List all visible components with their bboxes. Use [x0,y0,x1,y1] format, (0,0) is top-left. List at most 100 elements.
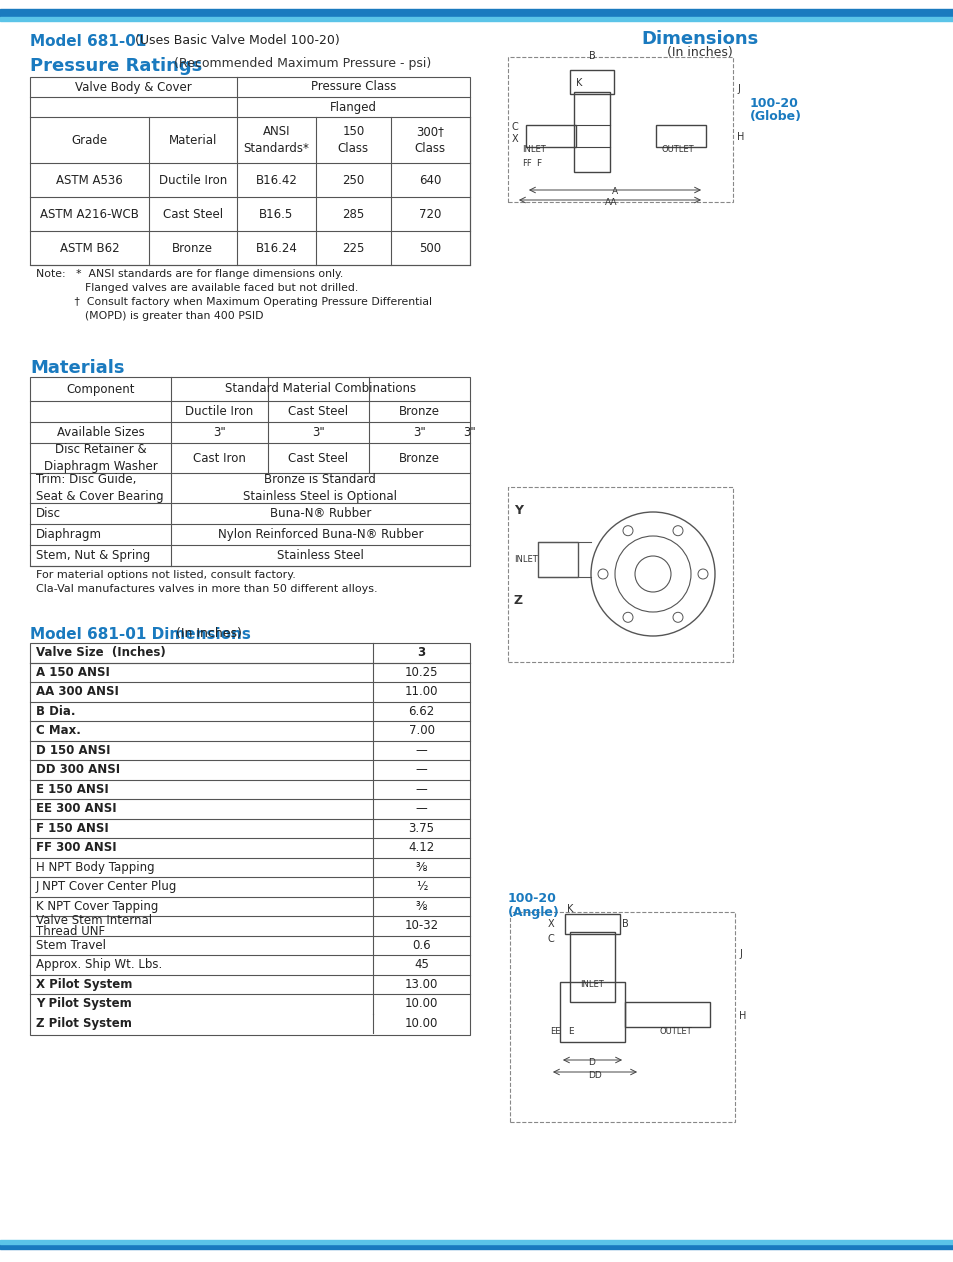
Text: Standard Material Combinations: Standard Material Combinations [225,382,416,395]
Text: For material options not listed, consult factory.
Cla-Val manufactures valves in: For material options not listed, consult… [36,570,377,594]
Text: Pressure Ratings: Pressure Ratings [30,57,202,74]
Text: F 150 ANSI: F 150 ANSI [36,822,109,834]
Text: INLET: INLET [521,145,545,154]
Text: Cast Steel: Cast Steel [288,405,348,418]
Text: Model 681-01: Model 681-01 [30,34,146,49]
Text: Ductile Iron: Ductile Iron [185,405,253,418]
Text: K NPT Cover Tapping: K NPT Cover Tapping [36,900,158,912]
Text: INLET: INLET [579,981,603,989]
Text: 285: 285 [342,207,364,221]
Text: D 150 ANSI: D 150 ANSI [36,743,111,757]
Text: OUTLET: OUTLET [661,145,694,154]
Text: B16.42: B16.42 [255,173,297,187]
Text: A: A [611,187,618,196]
Text: Stem, Nut & Spring: Stem, Nut & Spring [36,549,150,562]
Text: ⅜: ⅜ [416,861,427,873]
Text: J: J [739,949,741,959]
Text: B16.24: B16.24 [255,241,297,255]
Text: Material: Material [169,134,216,146]
Bar [0,16,953,21]
Text: Buna-N® Rubber: Buna-N® Rubber [270,507,371,520]
Text: Cast Steel: Cast Steel [163,207,223,221]
Text: Z Pilot System: Z Pilot System [36,1017,132,1030]
Text: 150
Class: 150 Class [337,125,369,155]
Text: 3": 3" [213,427,225,439]
Text: 3: 3 [417,646,425,659]
Text: H: H [739,1011,745,1021]
Text: OUTLET: OUTLET [659,1027,692,1036]
Text: J NPT Cover Center Plug: J NPT Cover Center Plug [36,881,177,893]
Text: 10.00: 10.00 [404,997,437,1011]
Text: X: X [547,919,554,929]
Bar [574,92,609,172]
Text: 225: 225 [342,241,364,255]
Text: Cast Steel: Cast Steel [288,452,348,464]
Bar [507,57,732,202]
Text: ASTM B62: ASTM B62 [59,241,119,255]
Bar [656,125,705,146]
Text: F: F [536,159,540,168]
Bar [569,69,614,93]
Text: Y: Y [514,504,522,517]
Text: Materials: Materials [30,358,125,377]
Text: Note:   *  ANSI standards are for flange dimensions only.
              Flanged : Note: * ANSI standards are for flange di… [36,269,432,321]
Text: 250: 250 [342,173,364,187]
Text: —: — [416,743,427,757]
Bar [30,377,470,565]
Text: H: H [737,133,743,143]
Text: ANSI
Standards*: ANSI Standards* [243,125,309,155]
Bar [624,1002,709,1027]
Text: —: — [416,764,427,776]
Bar [559,982,624,1042]
Bar [30,644,470,1035]
Bar [507,487,732,663]
Text: (In Inches): (In Inches) [172,627,242,640]
Text: Model 681-01 Dimensions: Model 681-01 Dimensions [30,627,251,642]
Text: ASTM A216-WCB: ASTM A216-WCB [40,207,139,221]
Text: X: X [512,134,518,144]
Text: (Angle): (Angle) [507,906,559,919]
Text: 300†
Class: 300† Class [415,125,445,155]
Text: (Globe): (Globe) [749,110,801,122]
Text: INLET: INLET [514,555,537,564]
Text: AA: AA [604,198,617,207]
Text: C Max.: C Max. [36,724,81,737]
Text: Stem Travel: Stem Travel [36,939,106,952]
Text: 10.00: 10.00 [404,1017,437,1030]
Text: Trim: Disc Guide,
Seat & Cover Bearing: Trim: Disc Guide, Seat & Cover Bearing [36,473,164,504]
Text: Y Pilot System: Y Pilot System [36,997,132,1011]
Text: Available Sizes: Available Sizes [56,427,144,439]
Text: Bronze: Bronze [172,241,213,255]
Text: EE 300 ANSI: EE 300 ANSI [36,803,116,815]
Text: E 150 ANSI: E 150 ANSI [36,782,109,796]
Text: Approx. Ship Wt. Lbs.: Approx. Ship Wt. Lbs. [36,958,162,972]
Text: 3.75: 3.75 [408,822,435,834]
Bar [564,914,619,934]
Text: 640: 640 [418,173,441,187]
Text: Nylon Reinforced Buna-N® Rubber: Nylon Reinforced Buna-N® Rubber [217,528,423,541]
Text: FF: FF [521,159,531,168]
Text: DD 300 ANSI: DD 300 ANSI [36,764,120,776]
Bar [0,9,953,16]
Text: —: — [416,803,427,815]
Text: Diaphragm: Diaphragm [36,528,102,541]
Text: Valve Size  (Inches): Valve Size (Inches) [36,646,166,659]
Text: Dimensions: Dimensions [640,30,758,48]
Text: Grade: Grade [71,134,108,146]
Text: K: K [576,78,581,88]
Text: J: J [737,85,740,93]
Text: Z: Z [514,594,522,607]
Text: B16.5: B16.5 [259,207,294,221]
Text: Disc Retainer &
Diaphragm Washer: Disc Retainer & Diaphragm Washer [44,443,157,473]
Bar [569,933,615,1002]
Text: EE: EE [550,1027,560,1036]
Text: B: B [588,50,595,61]
Text: 10-32: 10-32 [404,919,438,933]
Bar [0,1241,953,1249]
Text: 3": 3" [463,427,476,439]
Bar [0,1241,953,1244]
Text: 100-20: 100-20 [749,97,798,110]
Text: 0.6: 0.6 [412,939,431,952]
Text: ASTM A536: ASTM A536 [56,173,123,187]
Text: 4.12: 4.12 [408,842,435,854]
